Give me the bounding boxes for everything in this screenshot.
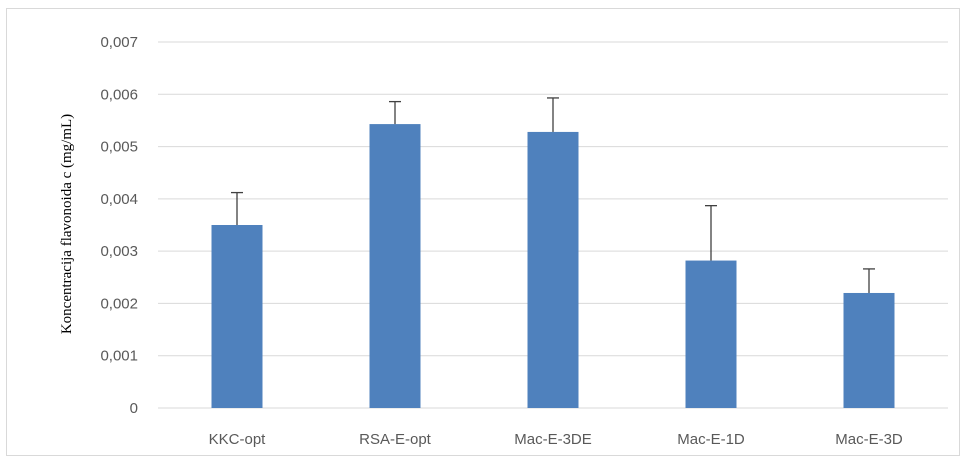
y-tick-label: 0,002 — [100, 295, 138, 312]
bar — [527, 131, 579, 408]
x-category-label: Mac-E-3D — [835, 431, 903, 448]
x-category-label: Mac-E-3DE — [514, 431, 592, 448]
y-tick-label: 0,004 — [100, 191, 138, 208]
bar — [211, 225, 263, 408]
y-tick-label: 0,006 — [100, 86, 138, 103]
bar — [685, 260, 737, 408]
y-axis-title: Koncentracija flavonoida c (mg/mL) — [59, 114, 75, 334]
y-tick-label: 0,007 — [100, 34, 138, 51]
x-category-label: RSA-E-opt — [359, 431, 432, 448]
y-tick-label: 0,005 — [100, 139, 138, 156]
y-tick-label: 0,003 — [100, 243, 138, 260]
x-category-label: KKC-opt — [209, 431, 267, 448]
chart-frame — [6, 8, 960, 456]
y-tick-label: 0 — [130, 400, 138, 417]
error-bars — [231, 97, 875, 293]
bar — [843, 292, 895, 408]
y-tick-label: 0,001 — [100, 348, 138, 365]
bar — [369, 124, 421, 409]
bars — [211, 124, 895, 409]
x-category-labels: KKC-opt RSA-E-opt Mac-E-3DE Mac-E-1D Mac-E-3… — [209, 431, 903, 448]
x-category-label: Mac-E-1D — [677, 431, 745, 448]
y-tick-labels: 0 0,001 0,002 0,003 0,004 0,005 0,006 0,007 — [100, 34, 138, 417]
